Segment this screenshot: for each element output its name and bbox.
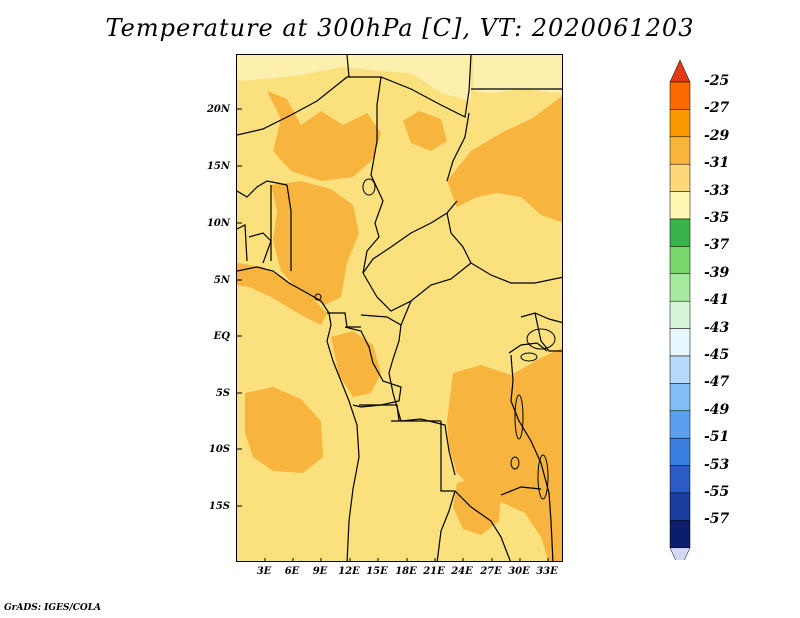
colorbar-cell: [669, 273, 691, 302]
lon-label-30e: 30E: [508, 566, 530, 577]
colorbar-cell: [669, 300, 691, 329]
map-canvas: [237, 55, 562, 561]
colorbar-label: -53: [704, 456, 730, 473]
colorbar-label: -55: [704, 484, 730, 500]
map-title: Temperature at 300hPa [C], VT: 202006120…: [105, 14, 695, 42]
colorbar-cell: [669, 246, 691, 275]
colorbar-cell: [669, 191, 691, 220]
colorbar-cell: [669, 383, 691, 412]
colorbar-cell: [669, 410, 691, 439]
warm-region-atlantic: [245, 387, 323, 473]
warm-region-gabon: [331, 331, 381, 397]
warm-region-guinea-coast: [237, 263, 327, 325]
colorbar-label: -51: [704, 429, 730, 446]
temperature-map: [236, 54, 563, 562]
colorbar-label: -33: [704, 182, 730, 199]
lon-label-6e: 6E: [284, 566, 300, 577]
lon-label-9e: 9E: [312, 566, 328, 577]
lat-label-10n: 10N: [206, 218, 230, 229]
lakes: [314, 178, 556, 500]
warm-region-sahel-west: [267, 91, 381, 181]
colorbar-label: -39: [704, 264, 730, 281]
colorbar-cell: [669, 109, 691, 138]
lon-label-21e: 21E: [423, 566, 445, 577]
colorbar-cell: [669, 136, 691, 165]
lat-label-15n: 15N: [206, 161, 230, 172]
colorbar-top-arrow: [669, 60, 691, 83]
warm-region-sudan: [447, 97, 562, 223]
axis-ticks: [237, 108, 549, 561]
colorbar-label: -27: [704, 100, 730, 117]
colorbar-cell: [669, 465, 691, 494]
lat-label-20n: 20N: [206, 104, 230, 115]
colorbar-label: -49: [704, 401, 730, 418]
colorbar-cell: [669, 81, 691, 110]
lat-label-5n: 5N: [213, 275, 230, 286]
warm-region-nigeria: [271, 181, 359, 305]
colorbar-label: -47: [704, 374, 730, 391]
lon-label-18e: 18E: [395, 566, 417, 577]
colorbar-label: -31: [704, 155, 730, 172]
colorbar-label: -57: [704, 511, 730, 528]
lat-label-10s: 10S: [208, 444, 230, 455]
colorbar: [669, 60, 691, 560]
colorbar-cell: [669, 437, 691, 466]
colorbar-label: -35: [704, 210, 730, 226]
colorbar-cells: [669, 60, 691, 560]
colorbar-cell: [669, 163, 691, 192]
lon-label-27e: 27E: [480, 566, 502, 577]
lat-label-15s: 15S: [208, 501, 230, 512]
lon-label-24e: 24E: [451, 566, 473, 577]
colorbar-cell: [669, 520, 691, 549]
country-borders: [237, 55, 562, 561]
warm-region-east-africa: [447, 347, 562, 561]
lon-label-15e: 15E: [366, 566, 388, 577]
warm-region-chad: [403, 111, 447, 151]
colorbar-cell: [669, 218, 691, 247]
colorbar-label: -25: [704, 73, 730, 89]
colorbar-bottom-arrow: [669, 547, 691, 560]
lon-label-33e: 33E: [536, 566, 558, 577]
lon-label-12e: 12E: [338, 566, 360, 577]
colorbar-label: -43: [704, 319, 730, 336]
colorbar-label: -29: [704, 127, 730, 144]
colorbar-cell: [669, 355, 691, 384]
colorbar-label: -41: [704, 292, 730, 309]
lat-label-eq: EQ: [213, 331, 230, 342]
colorbar-label: -45: [704, 347, 730, 363]
cool-region-north: [237, 55, 471, 101]
lat-label-5s: 5S: [215, 388, 230, 399]
lon-label-3e: 3E: [256, 566, 272, 577]
cool-region-northeast: [473, 55, 562, 93]
colorbar-cell: [669, 328, 691, 357]
warm-region-zambia: [453, 477, 501, 535]
colorbar-label: -37: [704, 237, 730, 254]
colorbar-cell: [669, 492, 691, 521]
grads-credit: GrADS: IGES/COLA: [4, 603, 102, 613]
